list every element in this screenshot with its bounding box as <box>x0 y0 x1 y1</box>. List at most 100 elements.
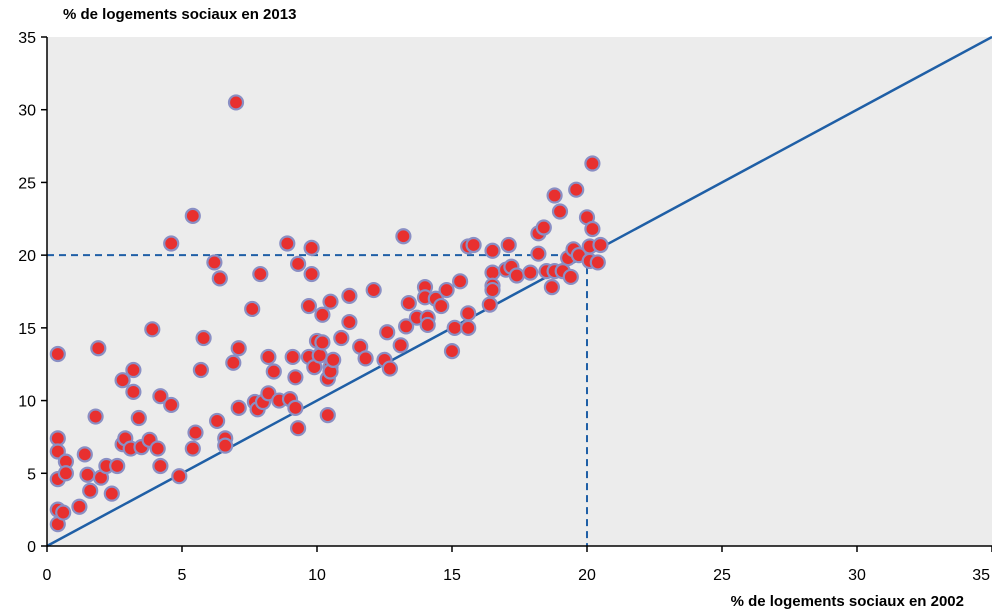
x-tick-label: 20 <box>578 567 596 584</box>
data-point <box>49 430 66 447</box>
data-point <box>433 297 450 315</box>
x-tick-label: 15 <box>443 567 461 584</box>
data-point <box>325 351 342 368</box>
data-point <box>484 242 501 259</box>
y-tick-label: 5 <box>27 466 36 483</box>
data-point <box>244 300 261 318</box>
data-point <box>522 264 539 281</box>
data-point <box>163 396 180 414</box>
data-point <box>211 270 228 287</box>
data-point <box>398 318 415 335</box>
data-point <box>195 329 212 347</box>
data-point <box>260 385 277 402</box>
data-point <box>460 305 477 322</box>
data-point <box>284 348 301 366</box>
data-point <box>460 319 477 336</box>
data-point <box>341 287 358 304</box>
data-point <box>333 329 350 347</box>
data-point <box>314 334 331 351</box>
data-point <box>452 273 469 290</box>
data-point <box>184 207 201 224</box>
data-point <box>55 504 72 521</box>
data-point <box>206 254 223 271</box>
data-point <box>230 340 247 357</box>
data-point <box>225 354 242 371</box>
data-point <box>500 236 517 254</box>
data-point <box>311 347 328 364</box>
data-point <box>546 187 563 204</box>
data-point <box>230 399 247 416</box>
data-point <box>114 372 131 389</box>
data-point <box>152 388 169 405</box>
data-point <box>341 313 358 331</box>
data-point <box>287 369 304 386</box>
data-point <box>379 324 396 341</box>
data-point <box>592 236 609 254</box>
data-point <box>125 361 142 379</box>
data-point <box>530 245 547 262</box>
data-point <box>303 239 320 256</box>
y-tick-label: 35 <box>18 30 36 47</box>
data-point <box>290 420 307 437</box>
x-tick-label: 5 <box>178 567 187 584</box>
y-tick-label: 0 <box>27 539 36 556</box>
data-point <box>290 255 307 272</box>
data-point <box>484 281 501 299</box>
data-point <box>57 465 75 482</box>
data-point <box>303 265 320 283</box>
data-point <box>481 296 498 313</box>
y-tick-label: 10 <box>18 394 36 411</box>
data-point <box>568 181 585 198</box>
data-point <box>584 220 601 238</box>
data-point <box>438 281 455 299</box>
data-point <box>446 319 463 336</box>
data-point <box>392 337 409 354</box>
data-point <box>395 228 412 245</box>
x-tick-label: 35 <box>972 567 990 584</box>
y-tick-label: 20 <box>18 248 36 265</box>
data-point <box>87 408 104 425</box>
data-point <box>109 457 126 475</box>
data-point <box>76 446 93 463</box>
y-tick-label: 30 <box>18 103 36 120</box>
x-tick-label: 10 <box>308 567 326 584</box>
data-point <box>49 443 66 460</box>
data-point <box>103 485 120 502</box>
data-point <box>209 412 226 430</box>
data-point <box>551 203 569 220</box>
data-point <box>484 264 501 281</box>
data-point <box>187 424 204 441</box>
data-point <box>314 306 331 323</box>
data-point <box>49 345 66 363</box>
data-point <box>357 350 374 367</box>
data-point <box>90 340 107 357</box>
data-point <box>152 457 169 475</box>
data-point <box>535 219 552 236</box>
data-point <box>82 482 99 499</box>
x-axis-title: % de logements sociaux en 2002 <box>730 593 964 610</box>
data-point <box>508 267 525 284</box>
data-point <box>217 437 234 454</box>
data-point <box>443 343 461 360</box>
data-point <box>171 468 188 485</box>
x-tick-label: 30 <box>848 567 866 584</box>
data-point <box>589 254 606 271</box>
y-tick-label: 25 <box>18 175 36 192</box>
data-point <box>79 466 96 483</box>
x-tick-label: 25 <box>713 567 731 584</box>
data-point <box>260 348 277 366</box>
data-point <box>419 316 436 334</box>
data-point <box>130 409 147 427</box>
data-point <box>71 498 88 515</box>
data-point <box>125 383 142 400</box>
data-point <box>163 235 180 252</box>
data-point <box>365 281 382 299</box>
data-point <box>149 440 166 457</box>
data-point <box>465 236 482 254</box>
reference-line <box>46 35 992 548</box>
data-point <box>287 399 304 416</box>
data-point <box>300 297 317 315</box>
data-point <box>584 155 601 172</box>
data-point <box>319 407 336 424</box>
